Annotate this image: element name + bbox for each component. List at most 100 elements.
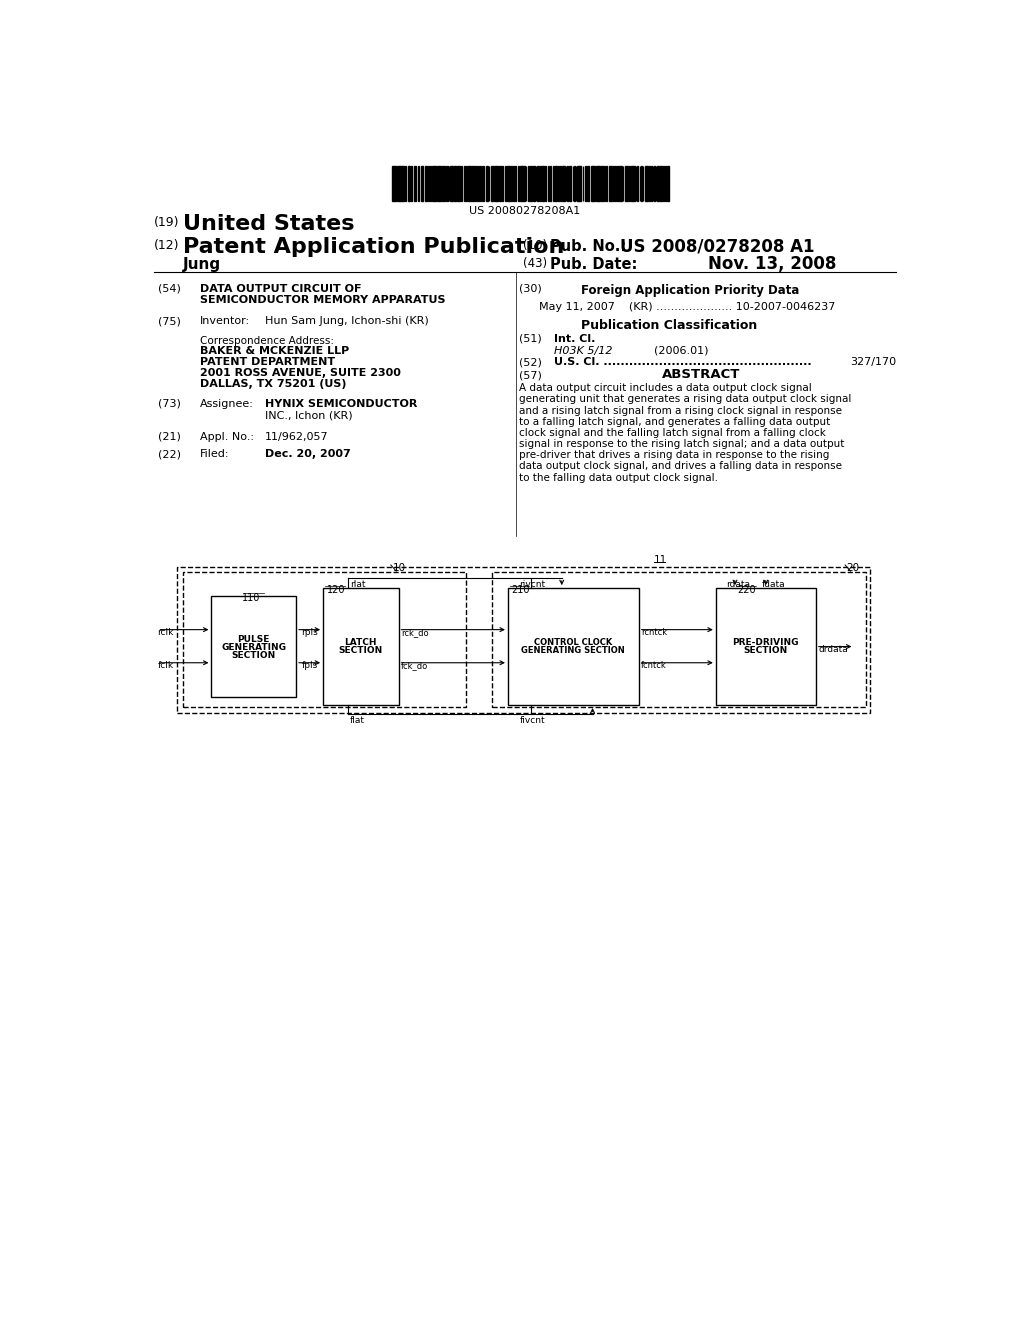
Text: Publication Classification: Publication Classification	[581, 318, 758, 331]
Bar	[716, 589, 816, 705]
Bar	[563, 166, 565, 201]
Text: 210: 210	[512, 585, 530, 595]
Text: rivcnt: rivcnt	[519, 579, 546, 589]
Text: (75): (75)	[158, 317, 180, 326]
Text: rpls: rpls	[301, 628, 318, 638]
Bar	[518, 166, 519, 201]
Text: (22): (22)	[158, 449, 180, 459]
Text: Patent Application Publication: Patent Application Publication	[183, 238, 564, 257]
Text: HYNIX SEMICONDUCTOR: HYNIX SEMICONDUCTOR	[265, 399, 418, 409]
Text: fivcnt: fivcnt	[519, 715, 545, 725]
Bar	[457, 166, 459, 201]
Text: clock signal and the falling latch signal from a falling clock: clock signal and the falling latch signa…	[519, 428, 826, 438]
Text: 10: 10	[392, 562, 406, 573]
Bar	[660, 166, 662, 201]
Bar	[211, 595, 296, 697]
Bar	[323, 589, 398, 705]
Bar	[601, 166, 603, 201]
Bar	[522, 166, 524, 201]
Text: Appl. No.:: Appl. No.:	[200, 432, 254, 442]
Text: rclk: rclk	[158, 628, 174, 638]
Text: PULSE: PULSE	[238, 635, 270, 644]
Bar	[511, 166, 512, 201]
Bar	[649, 166, 650, 201]
Text: 327/170: 327/170	[851, 358, 897, 367]
Text: Hun Sam Jung, Ichon-shi (KR): Hun Sam Jung, Ichon-shi (KR)	[265, 317, 429, 326]
Text: fck_do: fck_do	[400, 661, 428, 671]
Text: 11/962,057: 11/962,057	[265, 432, 329, 442]
Bar	[397, 166, 398, 201]
Bar	[444, 166, 446, 201]
Bar	[591, 166, 593, 201]
Bar	[439, 166, 441, 201]
Text: to the falling data output clock signal.: to the falling data output clock signal.	[519, 473, 719, 483]
Text: SECTION: SECTION	[339, 645, 383, 655]
Text: 2001 ROSS AVENUE, SUITE 2300: 2001 ROSS AVENUE, SUITE 2300	[200, 368, 400, 378]
Text: Jung: Jung	[183, 257, 221, 272]
Bar	[515, 166, 516, 201]
Bar	[469, 166, 471, 201]
Text: DALLAS, TX 75201 (US): DALLAS, TX 75201 (US)	[200, 379, 346, 388]
Text: drdata: drdata	[818, 645, 848, 653]
Text: (43): (43)	[523, 257, 548, 271]
Text: and a rising latch signal from a rising clock signal in response: and a rising latch signal from a rising …	[519, 405, 843, 416]
Bar	[432, 166, 435, 201]
Text: LATCH: LATCH	[344, 639, 377, 647]
Text: 220: 220	[737, 585, 756, 595]
Text: (10): (10)	[523, 239, 548, 252]
Text: Inventor:: Inventor:	[200, 317, 250, 326]
Bar	[657, 166, 658, 201]
Text: (73): (73)	[158, 399, 180, 409]
Text: (51): (51)	[519, 334, 542, 345]
Text: Filed:: Filed:	[200, 449, 229, 459]
Text: DATA OUTPUT CIRCUIT OF: DATA OUTPUT CIRCUIT OF	[200, 284, 361, 294]
Bar	[485, 166, 487, 201]
Bar	[627, 166, 628, 201]
Text: (12): (12)	[154, 239, 179, 252]
Bar	[472, 166, 474, 201]
Bar	[493, 572, 866, 708]
Text: United States: United States	[183, 214, 354, 234]
Bar	[553, 166, 554, 201]
Bar	[596, 166, 599, 201]
Text: signal in response to the rising latch signal; and a data output: signal in response to the rising latch s…	[519, 440, 845, 449]
Text: ABSTRACT: ABSTRACT	[662, 368, 740, 381]
Bar	[508, 589, 639, 705]
Text: (2006.01): (2006.01)	[654, 346, 709, 355]
Bar	[500, 166, 501, 201]
Bar	[402, 166, 403, 201]
Text: fdata: fdata	[762, 579, 785, 589]
Text: U.S. Cl. .................................................: U.S. Cl. ...............................…	[554, 358, 812, 367]
Bar	[437, 166, 438, 201]
Bar	[404, 166, 407, 201]
Bar	[585, 166, 587, 201]
Text: Assignee:: Assignee:	[200, 399, 254, 409]
Text: Pub. No.:: Pub. No.:	[550, 239, 627, 255]
Bar	[520, 166, 521, 201]
Bar	[183, 572, 466, 708]
Bar	[610, 166, 611, 201]
Text: SEMICONDUCTOR MEMORY APPARATUS: SEMICONDUCTOR MEMORY APPARATUS	[200, 296, 445, 305]
Bar	[399, 166, 401, 201]
Bar	[614, 166, 616, 201]
Text: (57): (57)	[519, 370, 543, 380]
Text: Pub. Date:: Pub. Date:	[550, 257, 638, 272]
Bar	[580, 166, 581, 201]
Bar	[538, 166, 539, 201]
Text: rlat: rlat	[350, 579, 366, 589]
Text: generating unit that generates a rising data output clock signal: generating unit that generates a rising …	[519, 395, 852, 404]
Bar	[454, 166, 456, 201]
Text: SECTION: SECTION	[743, 645, 787, 655]
Bar	[461, 166, 463, 201]
Text: rdata: rdata	[726, 579, 750, 589]
Text: 11: 11	[654, 554, 668, 565]
Bar	[414, 166, 416, 201]
Text: fcntck: fcntck	[641, 661, 667, 671]
Text: A data output circuit includes a data output clock signal: A data output circuit includes a data ou…	[519, 383, 812, 393]
Bar	[475, 166, 476, 201]
Text: fclk: fclk	[158, 661, 174, 671]
Text: H03K 5/12: H03K 5/12	[554, 346, 612, 355]
Bar	[545, 166, 547, 201]
Text: 120: 120	[327, 585, 345, 595]
Bar	[668, 166, 669, 201]
